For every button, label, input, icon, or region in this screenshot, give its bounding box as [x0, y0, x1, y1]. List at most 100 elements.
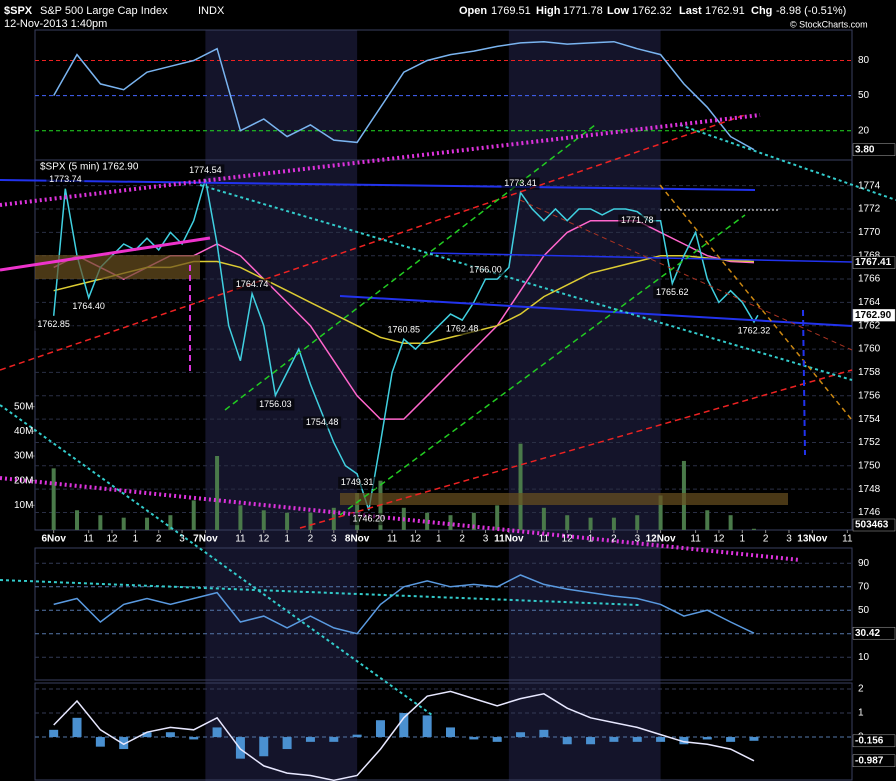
annotation-bg: [338, 476, 377, 489]
bar: [726, 737, 736, 742]
trendline: [679, 124, 896, 201]
panel-frame: [34, 682, 853, 781]
bar: [632, 737, 642, 742]
bar: [588, 517, 593, 530]
day-band: [508, 30, 661, 781]
bar: [446, 727, 456, 738]
trendline: [519, 199, 853, 351]
bar: [168, 515, 173, 530]
y-tick-label: 1764: [858, 297, 881, 308]
x-tick-label: 2: [611, 534, 617, 545]
y-tick-label: 50: [858, 605, 870, 616]
bar: [329, 737, 339, 742]
annotation-bg: [466, 264, 505, 277]
y-tick-label: 1770: [858, 227, 881, 238]
bar: [609, 737, 619, 742]
trendline: [0, 114, 746, 371]
labels: $SPX (5 min) 1762.90 20 50 80 3.80 1746 1748 1…: [14, 55, 896, 768]
bar: [399, 713, 409, 738]
bar: [702, 737, 712, 740]
bar: [492, 737, 502, 742]
last-value-box: [852, 256, 896, 269]
value-label: 1771.78: [621, 215, 654, 225]
last-value-label: 503463: [855, 520, 889, 531]
bar: [562, 737, 572, 745]
last-value-box: [852, 308, 896, 322]
annotation-bg: [349, 513, 388, 526]
last-value-label: 30.42: [855, 628, 880, 639]
last-label: Last: [679, 5, 702, 17]
value-label: 1762.32: [738, 325, 771, 335]
x-tick-label: 12: [258, 534, 270, 545]
y2-tick-label: 30M: [14, 451, 33, 462]
chg-value: -8.98 (-0.51%): [776, 5, 846, 17]
value-label: 1774.54: [189, 165, 222, 175]
y-tick-label: 50: [858, 90, 870, 101]
bar: [375, 720, 385, 738]
bar: [145, 517, 150, 530]
value-label: 1754.48: [306, 417, 339, 427]
value-label: 1773.74: [49, 174, 82, 184]
y-tick-label: 1752: [858, 437, 881, 448]
y-tick-label: 10: [858, 652, 870, 663]
y-tick-label: 1772: [858, 204, 881, 215]
bar: [191, 500, 196, 530]
x-tick-label: 12: [410, 534, 422, 545]
bar: [611, 517, 616, 530]
y-tick-label: 70: [858, 581, 870, 592]
value-label: 1773.41: [504, 178, 537, 188]
y-tick-label: 2: [858, 684, 864, 695]
x-tick-label: 3: [483, 534, 489, 545]
series-line: [53, 574, 755, 635]
trendline: [339, 214, 746, 516]
trendline: [0, 404, 433, 716]
y-tick-label: 1750: [858, 460, 881, 471]
panel-frames: [34, 29, 853, 781]
x-tick-label: 12: [106, 534, 118, 545]
trendline: [0, 476, 801, 562]
bar: [539, 729, 549, 738]
bar: [635, 515, 640, 530]
exchange: INDX: [198, 5, 225, 17]
bar: [98, 515, 103, 530]
x-tick-label: 3: [331, 534, 337, 545]
x-tick-label: 11: [83, 534, 94, 545]
date: 12-Nov-2013 1:40pm: [4, 18, 107, 30]
annotation-bg: [34, 318, 73, 331]
symbol: $SPX: [4, 5, 33, 17]
trendline: [0, 179, 756, 191]
x-tick-label: 2: [459, 534, 465, 545]
y2-tick-label: 40M: [14, 426, 33, 437]
x-tick-label: 1: [436, 534, 442, 545]
x-tick-label: 2: [308, 534, 314, 545]
last-value-label: -0.987: [855, 755, 884, 766]
open-value: 1769.51: [491, 5, 531, 17]
value-label: 1756.03: [259, 399, 292, 409]
trendline: [429, 252, 853, 263]
value-label: 1764.74: [236, 279, 269, 289]
bar: [75, 510, 80, 530]
trendline: [224, 124, 596, 411]
x-tick-label: 1: [133, 534, 139, 545]
bar: [282, 737, 292, 750]
series-line: [53, 690, 755, 781]
bar: [425, 512, 430, 530]
y2-tick-label: 50M: [14, 401, 33, 412]
value-label: 1764.40: [72, 301, 105, 311]
last-value-label: -0.156: [855, 735, 884, 746]
bar: [142, 732, 152, 738]
bar: [72, 717, 82, 738]
x-tick-label: 11: [842, 534, 853, 545]
annotation-bg: [233, 278, 272, 291]
high-value: 1771.78: [563, 5, 603, 17]
support-band: [35, 255, 200, 279]
x-tick-label: 1: [740, 534, 746, 545]
last-value-label: 3.80: [855, 144, 875, 155]
x-tick-label: 7Nov: [193, 534, 218, 545]
bar: [471, 512, 476, 530]
last-value-label: 1762.90: [855, 310, 892, 321]
bar: [586, 737, 596, 745]
y-tick-label: 1760: [858, 344, 881, 355]
x-tick-label: 12Nov: [646, 534, 676, 545]
support-band: [340, 493, 788, 505]
